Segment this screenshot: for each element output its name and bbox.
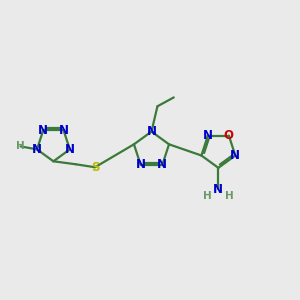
- Text: N: N: [213, 183, 224, 196]
- Text: H: H: [203, 191, 212, 201]
- Text: O: O: [224, 129, 234, 142]
- Text: H: H: [16, 141, 25, 152]
- Text: S: S: [91, 161, 99, 174]
- Text: N: N: [65, 143, 75, 156]
- Text: N: N: [157, 158, 167, 171]
- Text: N: N: [146, 125, 157, 138]
- Text: N: N: [58, 124, 68, 136]
- Text: N: N: [136, 158, 146, 171]
- Text: N: N: [32, 143, 42, 156]
- Text: N: N: [230, 149, 240, 162]
- Text: H: H: [225, 191, 234, 201]
- Text: N: N: [38, 124, 48, 136]
- Text: N: N: [203, 129, 213, 142]
